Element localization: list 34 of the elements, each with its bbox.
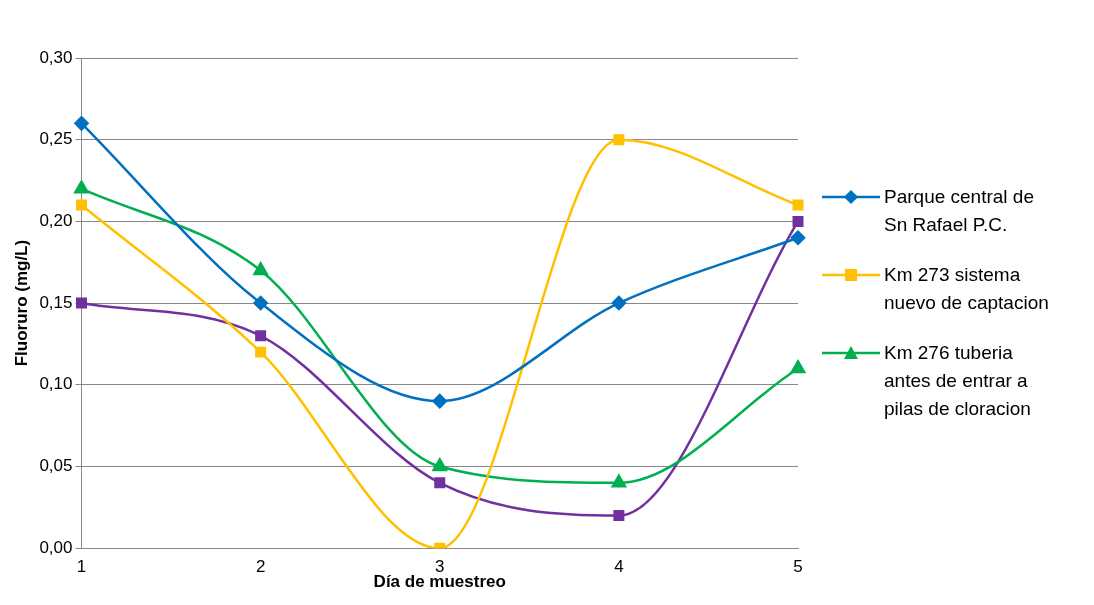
legend-label: Km 276 tuberia antes de entrar a pilas de cloracion (884, 340, 1032, 421)
y-axis-title: Fluoruro (mg/L) (11, 239, 31, 367)
point (255, 346, 267, 358)
x-tick-label: 4 (614, 557, 624, 577)
point (611, 474, 627, 488)
y-tick-label: 0,00 (39, 537, 73, 557)
x-tick-label: 1 (76, 557, 87, 577)
x-tick-label: 2 (255, 557, 266, 577)
point (790, 360, 806, 374)
y-tick-label: 0,25 (39, 129, 73, 149)
y-tick-label: 0,15 (39, 292, 73, 312)
y-tick-label: 0,10 (39, 374, 73, 394)
point (253, 262, 268, 276)
point (792, 199, 804, 211)
y-tick-label: 0,30 (39, 47, 73, 67)
point (74, 180, 89, 194)
point (613, 510, 625, 522)
legend-label: Parque central de Sn Rafael P.C. (884, 184, 1035, 237)
legend-label: Km 273 sistema nuevo de captacion (884, 262, 1050, 315)
y-tick-label: 0,20 (39, 211, 73, 231)
point (255, 330, 267, 342)
point (253, 295, 268, 311)
point (792, 215, 804, 227)
y-tick-label: 0,05 (39, 456, 73, 476)
point (432, 393, 447, 409)
point (434, 477, 446, 489)
point (611, 295, 627, 311)
x-tick-label: 5 (793, 557, 803, 577)
point (74, 116, 89, 131)
point (75, 297, 87, 309)
point (790, 230, 806, 245)
point (432, 458, 448, 472)
point (613, 134, 625, 146)
point (75, 199, 87, 211)
